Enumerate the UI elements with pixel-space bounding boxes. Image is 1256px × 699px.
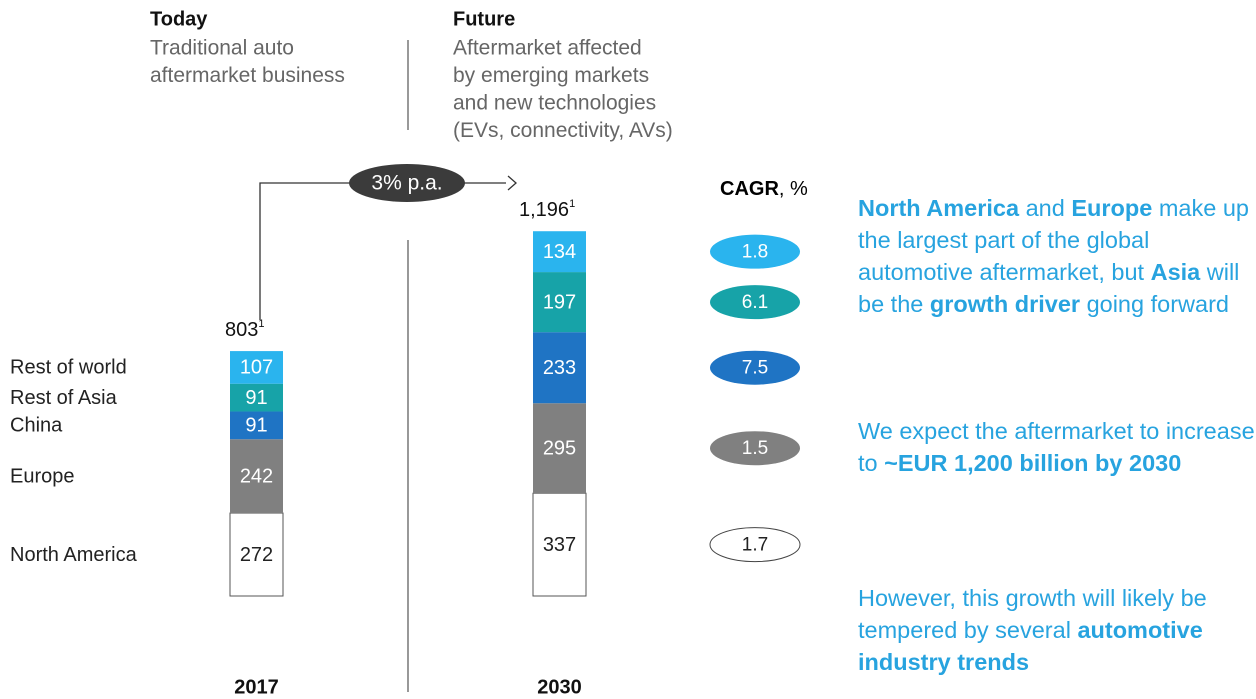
note-text: and (1019, 195, 1072, 221)
value-label: 91 (245, 387, 267, 409)
cagr-value: 1.7 (742, 535, 768, 556)
legend-label: China (10, 415, 63, 437)
total-label: 8031 (225, 318, 265, 341)
total-value: 803 (225, 319, 258, 341)
category-label: 2030 (537, 676, 582, 698)
header-subtitle: Traditional auto (150, 37, 294, 60)
growth-label: 3% p.a. (371, 172, 442, 195)
bar-segment (230, 351, 283, 384)
growth-pill (349, 164, 465, 202)
legend-label: Rest of world (10, 357, 127, 379)
cagr-pill (709, 527, 801, 563)
note-highlight: growth driver (929, 291, 1081, 317)
cagr-value: 7.5 (742, 358, 768, 379)
header-subtitle: and new technologies (453, 92, 656, 115)
cagr-value: 6.1 (742, 292, 768, 313)
note: We expect the aftermarket to increase to… (858, 415, 1256, 479)
note-highlight: ~EUR 1,200 billion by 2030 (884, 450, 1182, 476)
note-text: However, this growth will likely be temp… (858, 585, 1207, 643)
header-subtitle: Aftermarket affected (453, 37, 642, 60)
bar-segment (533, 272, 586, 333)
note: However, this growth will likely be temp… (858, 582, 1256, 678)
bar-segment (533, 403, 586, 494)
bar-segment (230, 439, 283, 514)
bar-segment (533, 231, 586, 273)
header-subtitle: aftermarket business (150, 64, 345, 87)
legend-label: Europe (10, 465, 75, 487)
category-label: 2017 (234, 676, 279, 698)
value-label: 242 (240, 465, 273, 487)
value-label: 233 (543, 357, 576, 379)
cagr-pill (710, 234, 800, 269)
header-title: Today (150, 8, 208, 30)
value-label: 272 (240, 544, 273, 566)
bar-segment (533, 332, 586, 404)
cagr-value: 1.5 (742, 438, 768, 459)
legend-label: Rest of Asia (10, 387, 118, 409)
note-text: will be the (858, 259, 1240, 317)
arrow-head (507, 175, 517, 191)
total-label: 1,1961 (519, 198, 575, 221)
note-text: We expect the aftermarket to increase to (858, 418, 1255, 476)
note-text: going forward (1080, 291, 1229, 317)
header-title: Future (453, 8, 515, 30)
header-subtitle: (EVs, connectivity, AVs) (453, 119, 673, 142)
bar-segment (230, 383, 283, 412)
note-highlight: Europe (1071, 195, 1153, 221)
cagr-unit: , % (779, 178, 808, 200)
value-label: 91 (245, 415, 267, 437)
header-subtitle: by emerging markets (453, 64, 649, 87)
cagr-pill (710, 431, 800, 466)
bar-segment (230, 411, 283, 440)
note-text: make up the largest part of the global a… (858, 195, 1249, 285)
legend-label: North America (10, 544, 138, 566)
total-value: 1,196 (519, 200, 569, 222)
value-label: 107 (240, 357, 273, 379)
note-highlight: Asia (1150, 259, 1201, 285)
bar-segment (229, 512, 284, 597)
bar-segment (532, 492, 587, 597)
value-label: 134 (543, 241, 576, 263)
note-highlight: North America (858, 195, 1020, 221)
cagr-title: CAGR, % (720, 178, 808, 200)
growth-arrow (259, 182, 506, 320)
footnote-mark: 1 (569, 198, 575, 210)
note: North America and Europe make up the lar… (858, 192, 1256, 320)
value-label: 295 (543, 438, 576, 460)
cagr-value: 1.8 (742, 242, 768, 263)
value-label: 197 (543, 291, 576, 313)
note-highlight: automotive industry trends (858, 617, 1203, 675)
value-label: 337 (543, 534, 576, 556)
cagr-pill (710, 285, 800, 320)
cagr-pill (710, 350, 800, 385)
footnote-mark: 1 (258, 318, 264, 330)
cagr-label: CAGR (720, 178, 779, 200)
